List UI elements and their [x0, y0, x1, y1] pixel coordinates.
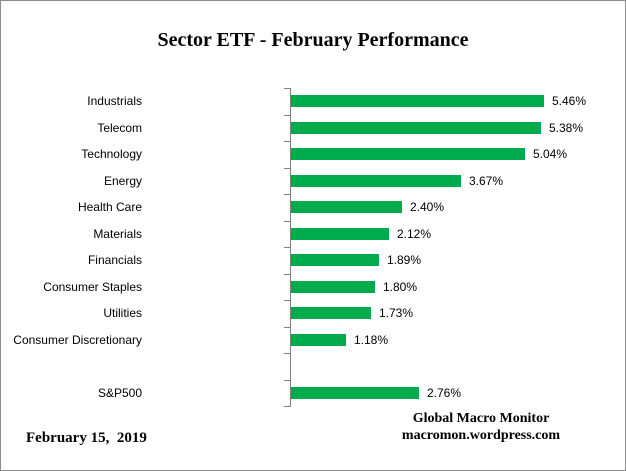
value-label: 2.40%	[410, 200, 445, 215]
bar	[291, 95, 544, 108]
value-label: 5.38%	[549, 120, 584, 135]
chart-row: Industrials 5.46%	[1, 88, 625, 115]
value-label: 1.80%	[383, 279, 418, 294]
category-label: Materials	[93, 226, 142, 241]
axis-tick	[284, 327, 290, 328]
category-label: Energy	[103, 173, 142, 188]
footer-date: February 15, 2019	[26, 430, 147, 446]
bar	[291, 280, 375, 293]
credit-block: Global Macro Monitor macromon.wordpress.…	[361, 410, 601, 444]
axis-tick	[284, 406, 290, 407]
axis-tick	[284, 115, 290, 116]
category-label: Utilities	[103, 306, 142, 321]
axis-tick	[284, 380, 290, 381]
value-label: 2.76%	[427, 385, 462, 400]
bar	[291, 333, 346, 346]
chart-row: Energy 3.67%	[1, 168, 625, 195]
bar	[291, 307, 371, 320]
category-label: Telecom	[97, 120, 142, 135]
credit-source: Global Macro Monitor	[412, 411, 550, 426]
chart-row	[1, 353, 625, 380]
axis-tick	[284, 274, 290, 275]
value-label: 3.67%	[469, 173, 504, 188]
chart-row: S&P500 2.76%	[1, 380, 625, 407]
axis-tick	[284, 168, 290, 169]
chart-row: Consumer Staples 1.80%	[1, 274, 625, 301]
chart-row: Health Care 2.40%	[1, 194, 625, 221]
category-label: Consumer Staples	[43, 279, 142, 294]
plot-area: Industrials 5.46% Telecom 5.38% Technology 5.…	[1, 88, 625, 407]
chart-row: Consumer Discretionary 1.18%	[1, 327, 625, 354]
bar	[291, 174, 461, 187]
value-label: 1.18%	[354, 332, 389, 347]
value-label: 5.04%	[533, 147, 568, 162]
category-label: Consumer Discretionary	[13, 332, 142, 347]
chart-row: Financials 1.89%	[1, 247, 625, 274]
bar	[291, 254, 379, 267]
chart-row: Technology 5.04%	[1, 141, 625, 168]
bar	[291, 148, 525, 161]
axis-tick	[284, 88, 290, 89]
axis-tick	[284, 300, 290, 301]
bar	[291, 227, 389, 240]
value-label: 2.12%	[397, 226, 432, 241]
category-label: Technology	[81, 147, 142, 162]
category-label: S&P500	[97, 385, 142, 400]
value-label: 1.73%	[379, 306, 414, 321]
category-label: Industrials	[87, 94, 142, 109]
axis-tick	[284, 141, 290, 142]
axis-tick	[284, 247, 290, 248]
axis-tick	[284, 194, 290, 195]
category-label: Health Care	[77, 200, 142, 215]
credit-url: macromon.wordpress.com	[401, 428, 561, 443]
chart-title: Sector ETF - February Performance	[157, 29, 469, 51]
chart-row: Telecom 5.38%	[1, 115, 625, 142]
chart-row: Materials 2.12%	[1, 221, 625, 248]
value-label: 1.89%	[387, 253, 422, 268]
chart-row: Utilities 1.73%	[1, 300, 625, 327]
axis-tick	[284, 353, 290, 354]
bar	[291, 386, 419, 399]
axis-tick	[284, 221, 290, 222]
category-axis-line	[290, 88, 291, 407]
category-label: Financials	[87, 253, 142, 268]
category-label	[1, 353, 142, 380]
value-label: 5.46%	[552, 94, 587, 109]
bar	[291, 201, 402, 214]
bar	[291, 121, 541, 134]
